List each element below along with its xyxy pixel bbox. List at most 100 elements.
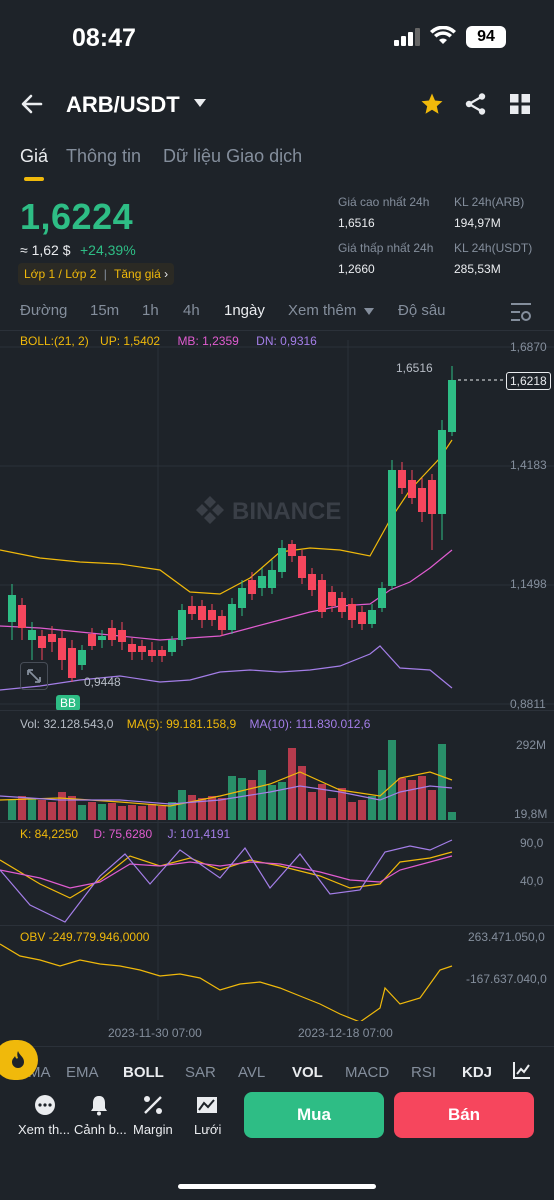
grid-bot-icon[interactable]: [196, 1094, 218, 1116]
indicator-settings-icon[interactable]: [512, 1060, 532, 1080]
bb-badge[interactable]: BB: [56, 695, 81, 711]
action-margin-label[interactable]: Margin: [133, 1122, 173, 1137]
obv-y-tick: 263.471.050,0: [468, 930, 545, 944]
y-tick: 0,8811: [510, 697, 546, 711]
high-24h-label: Giá cao nhất 24h: [338, 195, 430, 209]
tab-gia[interactable]: Giá: [20, 146, 49, 166]
candle: [98, 630, 106, 648]
action-more-label[interactable]: Xem th...: [18, 1122, 71, 1137]
candle-body: [48, 634, 56, 642]
volume-bar: [448, 812, 456, 820]
tf-line[interactable]: Đường: [20, 302, 68, 319]
tf-1day[interactable]: 1ngày: [224, 302, 265, 319]
bell-icon[interactable]: [88, 1094, 110, 1116]
caret-down-icon[interactable]: [194, 98, 206, 108]
vol-y-tick: 19,8M: [514, 807, 548, 821]
x-date: 2023-11-30 07:00: [108, 1026, 202, 1040]
share-icon[interactable]: [464, 92, 488, 116]
ind-rsi[interactable]: RSI: [411, 1064, 437, 1081]
pair-title[interactable]: ARB/USDT: [66, 92, 180, 117]
candle: [58, 630, 66, 670]
boll-dn-line: [0, 645, 453, 691]
candle: [128, 638, 136, 660]
candle-body: [428, 480, 436, 514]
boll-dn: DN: 0,9316: [256, 334, 317, 348]
candle-body: [278, 548, 286, 572]
candle: [408, 470, 416, 504]
candle: [108, 620, 116, 646]
tab-du-lieu-giao-dich[interactable]: Dữ liệu Giao dịch: [163, 146, 303, 166]
wifi-icon: [430, 26, 456, 44]
action-alert-label[interactable]: Cảnh b...: [74, 1122, 127, 1137]
home-indicator: [178, 1184, 376, 1189]
boll-up: UP: 1,5402: [100, 334, 161, 348]
volume-bar: [318, 784, 326, 820]
margin-icon[interactable]: [142, 1094, 164, 1116]
volume-bar: [438, 744, 446, 820]
tf-4h[interactable]: 4h: [183, 302, 200, 319]
volume-bar: [208, 796, 216, 820]
floating-action-button[interactable]: [0, 1040, 38, 1080]
kdj-d-line: [0, 855, 453, 889]
candle-body: [38, 636, 46, 648]
tag-trend[interactable]: Tăng giá: [114, 267, 161, 281]
volume-bar: [168, 802, 176, 820]
ind-avl[interactable]: AVL: [238, 1064, 266, 1081]
vol-arb-value: 194,97M: [454, 216, 501, 230]
volume-bar: [258, 770, 266, 820]
candle: [28, 622, 36, 660]
vol-y-tick: 292M: [516, 738, 547, 752]
tag-layer[interactable]: Lớp 1 / Lớp 2: [24, 267, 97, 281]
tf-15m[interactable]: 15m: [90, 302, 120, 319]
candle-body: [408, 480, 416, 498]
chart-settings-icon[interactable]: [510, 301, 532, 323]
volume-bar: [198, 798, 206, 820]
tf-1h[interactable]: 1h: [142, 302, 159, 319]
candle: [278, 540, 286, 578]
ind-vol[interactable]: VOL: [292, 1064, 323, 1081]
volume-bar: [68, 796, 76, 820]
candle: [338, 592, 346, 618]
grid-menu-icon[interactable]: [510, 94, 530, 114]
volume-bar: [178, 790, 186, 820]
ind-sar[interactable]: SAR: [185, 1064, 216, 1081]
watermark-text: BINANCE: [232, 498, 341, 525]
volume-bar: [268, 785, 276, 820]
sell-button[interactable]: Bán: [394, 1092, 534, 1138]
ind-ema[interactable]: EMA: [66, 1064, 99, 1081]
expand-icon[interactable]: [20, 662, 48, 690]
candle-body: [138, 646, 146, 652]
volume-bar: [398, 778, 406, 820]
caret-down-icon[interactable]: [364, 308, 374, 316]
action-grid-label[interactable]: Lưới: [194, 1122, 222, 1137]
ind-kdj[interactable]: KDJ: [462, 1064, 493, 1081]
vol-legend: Vol: 32.128.543,0 MA(5): 99.181.158,9 MA…: [20, 717, 370, 731]
volume-bar: [238, 778, 246, 820]
back-arrow-icon[interactable]: [20, 92, 44, 116]
candle-body: [158, 650, 166, 656]
candle-body: [148, 650, 156, 656]
candle: [428, 474, 436, 550]
candle: [238, 580, 246, 616]
candle: [168, 636, 176, 656]
ind-boll[interactable]: BOLL: [123, 1064, 164, 1081]
tab-thong-tin[interactable]: Thông tin: [66, 146, 142, 166]
buy-button[interactable]: Mua: [244, 1092, 384, 1138]
status-time: 08:47: [72, 24, 136, 52]
tag-box[interactable]: Lớp 1 / Lớp 2 | Tăng giá ›: [18, 263, 175, 285]
ind-macd[interactable]: MACD: [345, 1064, 390, 1081]
tf-more[interactable]: Xem thêm: [288, 302, 357, 319]
tf-depth[interactable]: Độ sâu: [398, 302, 446, 319]
volume-bar: [38, 800, 46, 820]
volume-bar: [428, 790, 436, 820]
candle: [48, 626, 56, 652]
vol-label: Vol: 32.128.543,0: [20, 717, 114, 731]
star-icon[interactable]: [420, 92, 444, 116]
price-chart[interactable]: BINANCE: [0, 331, 554, 1021]
candle: [68, 640, 76, 682]
more-icon[interactable]: [34, 1094, 56, 1116]
volume-bar: [188, 795, 196, 820]
high-24h-value: 1,6516: [338, 216, 375, 230]
candle-body: [338, 598, 346, 612]
status-bar: 08:47 94: [0, 0, 554, 76]
